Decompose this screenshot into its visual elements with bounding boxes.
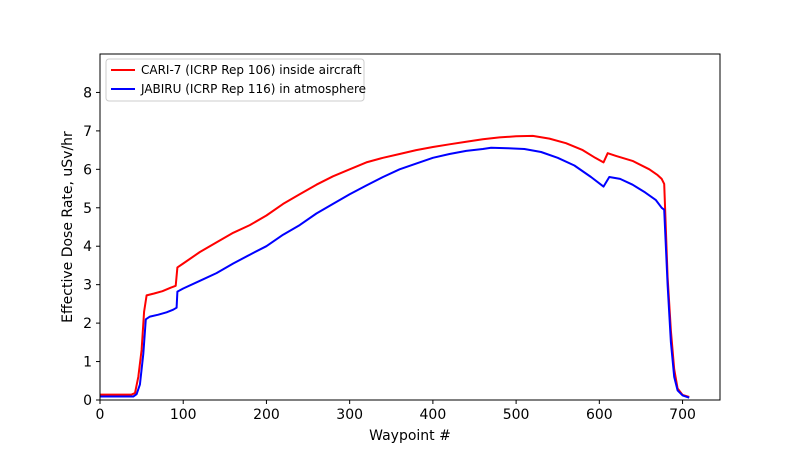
- y-axis-ticks: 0 1 2 3 4 5 6 7 8: [83, 85, 100, 409]
- y-axis-label: Effective Dose Rate, uSv/hr: [60, 131, 76, 323]
- x-tick-label: 200: [253, 407, 280, 423]
- y-tick-label: 1: [83, 355, 92, 371]
- legend-label-cari7: CARI-7 (ICRP Rep 106) inside aircraft: [141, 63, 362, 77]
- y-tick-label: 6: [83, 162, 92, 178]
- x-tick-label: 100: [170, 407, 197, 423]
- x-tick-label: 400: [420, 407, 447, 423]
- x-tick-label: 700: [669, 407, 696, 423]
- y-tick-label: 2: [83, 316, 92, 332]
- legend-box: [105, 58, 365, 102]
- x-axis-ticks: 0 100 200 300 400 500 600 700: [96, 400, 696, 423]
- series-line-0: [100, 134, 690, 398]
- x-axis-label: Waypoint #: [369, 428, 451, 444]
- y-tick-label: 4: [83, 239, 92, 255]
- x-tick-label: 0: [96, 407, 105, 423]
- x-tick-label: 300: [336, 407, 363, 423]
- legend-label-jabiru: JABIRU (ICRP Rep 116) in atmosphere: [140, 82, 366, 96]
- y-tick-label: 3: [83, 278, 92, 294]
- y-tick-label: 5: [83, 201, 92, 217]
- plot-frame: [99, 53, 721, 401]
- legend: CARI-7 (ICRP Rep 106) inside aircraft JA…: [105, 58, 366, 102]
- plot-area: [100, 54, 720, 400]
- y-tick-label: 0: [83, 393, 92, 409]
- y-tick-label: 7: [83, 124, 92, 140]
- series-layer: [100, 134, 690, 399]
- series-line-1: [100, 146, 690, 399]
- y-tick-label: 8: [83, 85, 92, 101]
- x-tick-label: 600: [586, 407, 613, 423]
- x-tick-label: 500: [503, 407, 530, 423]
